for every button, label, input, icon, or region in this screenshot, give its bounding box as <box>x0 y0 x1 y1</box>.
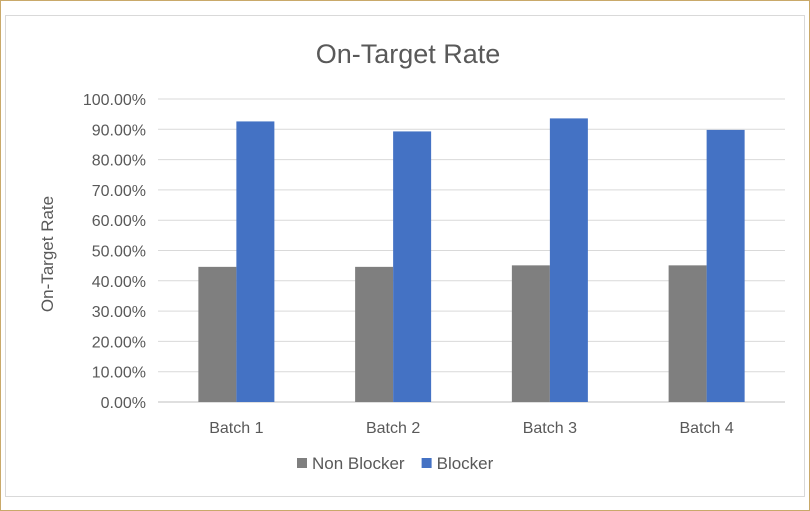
chart-title: On-Target Rate <box>316 39 501 69</box>
y-axis-title: On-Target Rate <box>38 196 57 312</box>
y-tick-label: 10.00% <box>92 365 146 382</box>
chart-area-border <box>5 15 805 497</box>
bar-non-blocker <box>355 266 394 402</box>
legend-swatch <box>297 458 307 468</box>
x-category-label: Batch 3 <box>523 420 577 437</box>
bar-non-blocker <box>668 265 707 402</box>
y-tick-label: 100.00% <box>83 92 146 109</box>
y-tick-label: 70.00% <box>92 183 146 200</box>
y-tick-label: 80.00% <box>92 153 146 170</box>
bar-blocker <box>706 129 745 402</box>
y-axis-ticks: 0.00% 10.00% 20.00% 30.00% 40.00% 50.00% 60.00… <box>83 92 146 412</box>
legend: Non Blocker Blocker <box>297 454 494 473</box>
x-category-label: Batch 2 <box>366 420 420 437</box>
legend-swatch <box>421 458 432 468</box>
x-category-label: Batch 4 <box>679 420 733 437</box>
bar-non-blocker <box>198 266 237 402</box>
legend-label: Non Blocker <box>312 454 405 473</box>
bar-blocker <box>549 118 588 402</box>
y-tick-label: 60.00% <box>92 213 146 230</box>
x-category-label: Batch 1 <box>209 420 263 437</box>
y-tick-label: 30.00% <box>92 304 146 321</box>
bars <box>198 118 745 402</box>
bar-blocker <box>236 121 275 402</box>
y-tick-label: 0.00% <box>101 395 146 412</box>
y-tick-label: 90.00% <box>92 122 146 139</box>
y-tick-label: 40.00% <box>92 274 146 291</box>
y-tick-label: 50.00% <box>92 244 146 261</box>
bar-non-blocker <box>511 265 550 402</box>
legend-label: Blocker <box>437 454 494 473</box>
x-axis-categories: Batch 1 Batch 2 Batch 3 Batch 4 <box>209 420 734 437</box>
y-tick-label: 20.00% <box>92 334 146 351</box>
bar-blocker <box>393 131 432 402</box>
